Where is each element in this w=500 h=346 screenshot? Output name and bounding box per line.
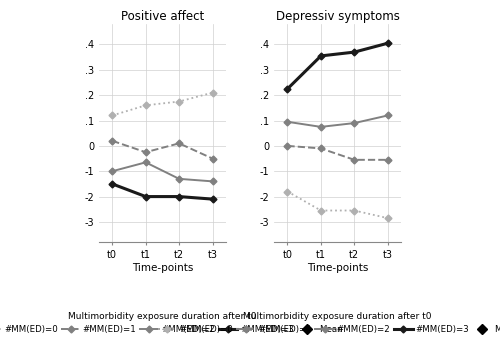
Title: Positive affect: Positive affect	[121, 10, 204, 23]
Legend: #MM(ED)=0, #MM(ED)=1, #MM(ED)=2, #MM(ED)=3, Mean: #MM(ED)=0, #MM(ED)=1, #MM(ED)=2, #MM(ED)…	[0, 312, 342, 334]
X-axis label: Time-points: Time-points	[132, 263, 193, 273]
X-axis label: Time-points: Time-points	[307, 263, 368, 273]
Legend: #MM(ED)=0, #MM(ED)=1, #MM(ED)=2, #MM(ED)=3, Mean: #MM(ED)=0, #MM(ED)=1, #MM(ED)=2, #MM(ED)…	[158, 312, 500, 334]
Title: Depressiv symptoms: Depressiv symptoms	[276, 10, 400, 23]
